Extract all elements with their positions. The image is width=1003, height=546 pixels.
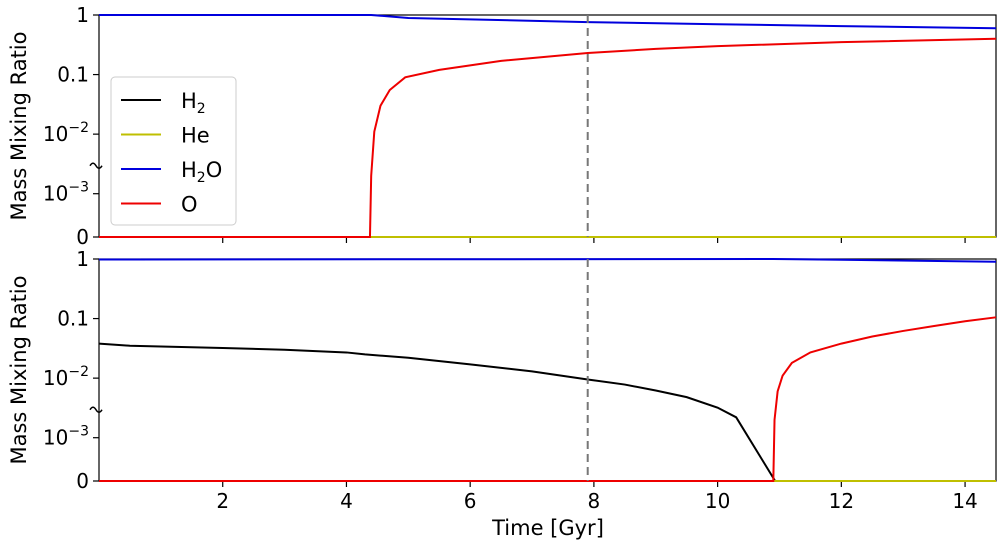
top-plot-frame (98, 14, 997, 238)
top-y-ticks: 1 0.1 10−2 10−3 0 (43, 3, 103, 249)
bottom-series-line-0 (98, 342, 777, 482)
top-series-group (99, 14, 997, 238)
bottom-x-ticks: 2 4 6 8 10 12 14 (216, 481, 978, 513)
x-tick-label: 14 (952, 489, 977, 513)
x-tick-label: 4 (340, 489, 353, 513)
top-y-tick-label: 10−3 (43, 180, 89, 206)
bottom-y-axis-label: Mass Mixing Ratio (7, 276, 31, 465)
legend-frame (110, 76, 237, 226)
legend-entry-label: He (181, 124, 210, 148)
x-tick-label: 6 (464, 489, 477, 513)
bottom-y-ticks: 1 0.1 10−2 10−3 0 (43, 247, 103, 493)
bottom-y-tick-label: 10−3 (43, 424, 89, 450)
bottom-series-group (98, 257, 997, 482)
x-tick-label: 12 (829, 489, 854, 513)
x-tick-label: 2 (216, 489, 229, 513)
top-series-line-3 (99, 37, 997, 238)
top-y-tick-label: 10−2 (43, 120, 89, 146)
top-y-tick-label: 1 (76, 3, 89, 27)
bottom-y-tick-label: 0 (76, 469, 89, 493)
bottom-axis-break (89, 406, 103, 413)
top-y-axis-label: Mass Mixing Ratio (7, 32, 31, 221)
x-tick-label: 10 (705, 489, 730, 513)
legend-entry-label: O (181, 193, 198, 217)
bottom-y-tick-label: 10−2 (43, 364, 89, 390)
bottom-y-tick-label: 0.1 (57, 307, 89, 331)
bottom-series-line-3 (99, 316, 997, 482)
bottom-series-line-2 (98, 257, 997, 263)
top-y-tick-label: 0 (76, 225, 89, 249)
x-axis-label: Time [Gyr] (491, 516, 604, 540)
bottom-y-tick-label: 1 (76, 247, 89, 271)
top-axis-break (89, 162, 103, 169)
bottom-plot-frame (98, 258, 997, 482)
x-tick-label: 8 (588, 489, 601, 513)
top-y-tick-label: 0.1 (57, 63, 89, 87)
bottom-panel: 1 0.1 10−2 10−3 0 2 4 6 8 10 12 14 Mass Mixing Rat… (7, 247, 997, 540)
